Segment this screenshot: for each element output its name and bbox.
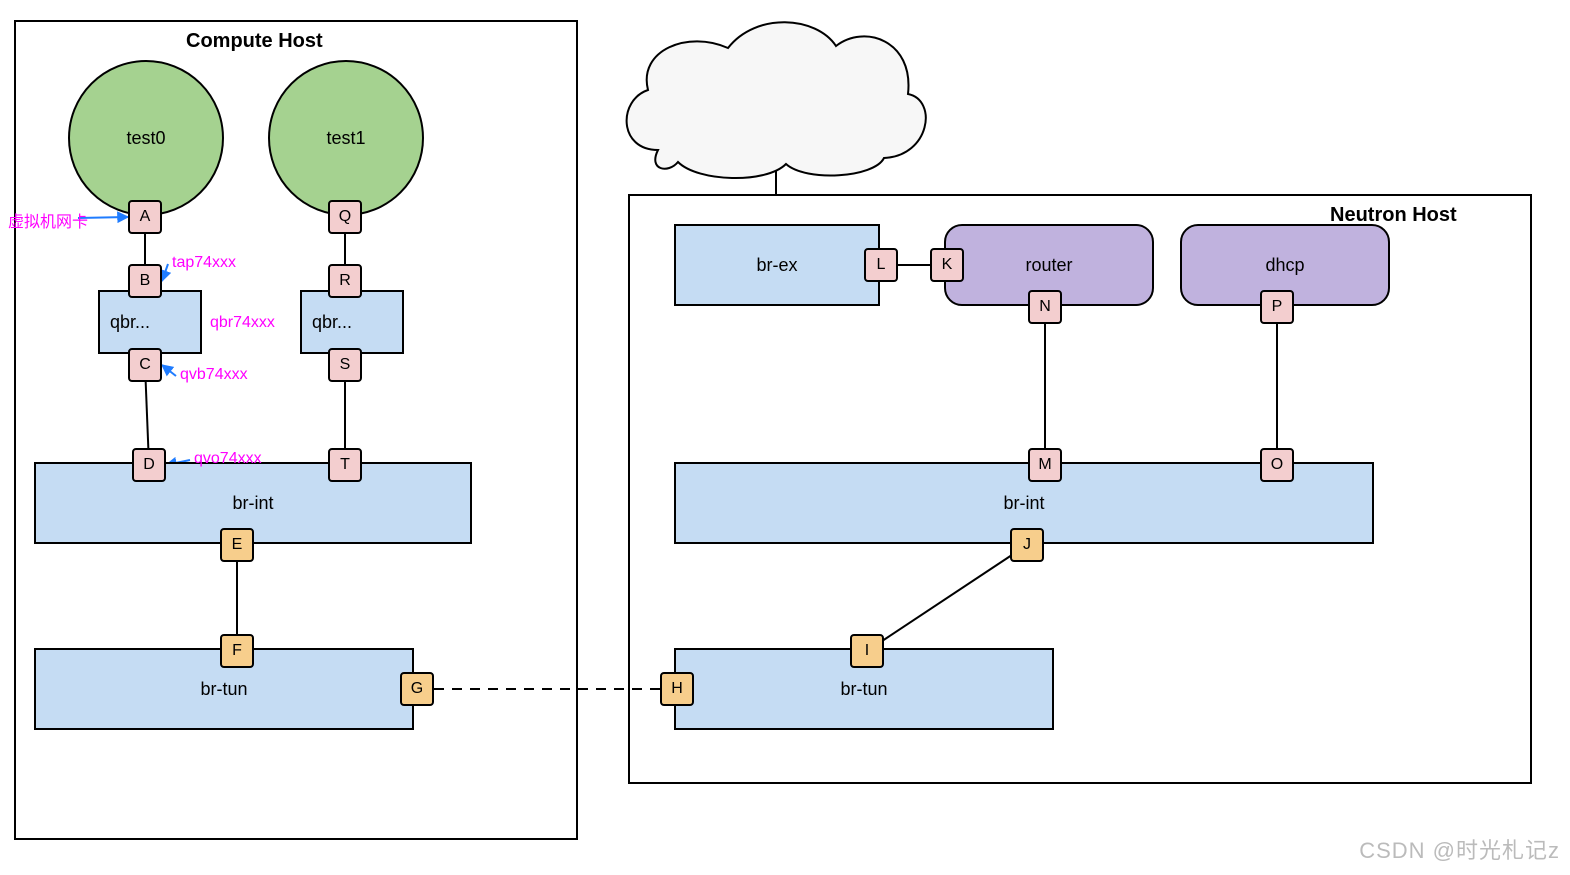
box-label-qbr1: qbr... (312, 312, 352, 333)
port-label-F: F (232, 642, 242, 660)
port-label-R: R (339, 272, 351, 290)
compute-host-title: Compute Host (186, 30, 323, 53)
port-label-J: J (1023, 536, 1031, 554)
vm-label-test0: test0 (126, 128, 165, 149)
diagram-stage: Compute HostNeutron Hosttest0test1qbr...… (0, 0, 1570, 875)
annotation-3: qvb74xxx (180, 366, 248, 384)
port-O: O (1260, 448, 1294, 482)
port-Q: Q (328, 200, 362, 234)
port-C: C (128, 348, 162, 382)
box-qbr1: qbr... (300, 290, 404, 354)
port-label-D: D (143, 456, 155, 474)
box-label-brint0: br-int (232, 493, 273, 514)
port-K: K (930, 248, 964, 282)
port-T: T (328, 448, 362, 482)
port-label-P: P (1272, 298, 1283, 316)
port-label-H: H (671, 680, 683, 698)
port-label-E: E (232, 536, 243, 554)
port-label-A: A (140, 208, 151, 226)
port-N: N (1028, 290, 1062, 324)
port-I: I (850, 634, 884, 668)
annotation-2: qbr74xxx (210, 314, 275, 332)
port-M: M (1028, 448, 1062, 482)
port-P: P (1260, 290, 1294, 324)
port-E: E (220, 528, 254, 562)
annotation-text-3: qvb74xxx (180, 366, 248, 383)
port-G: G (400, 672, 434, 706)
port-R: R (328, 264, 362, 298)
port-label-G: G (411, 680, 423, 698)
annotation-1: tap74xxx (172, 254, 236, 272)
port-A: A (128, 200, 162, 234)
box-qbr0: qbr... (98, 290, 202, 354)
port-H: H (660, 672, 694, 706)
port-label-M: M (1038, 456, 1051, 474)
box-label-router: router (1025, 255, 1072, 276)
port-label-C: C (139, 356, 151, 374)
port-label-S: S (340, 356, 351, 374)
port-J: J (1010, 528, 1044, 562)
port-S: S (328, 348, 362, 382)
watermark: CSDN @时光札记z (1359, 833, 1560, 865)
port-label-O: O (1271, 456, 1283, 474)
port-label-N: N (1039, 298, 1051, 316)
annotation-0: 虚拟机网卡 (8, 208, 88, 232)
annotation-4: qvo74xxx (194, 450, 262, 468)
annotation-text-0: 虚拟机网卡 (8, 214, 88, 231)
box-label-brint1: br-int (1003, 493, 1044, 514)
box-brex: br-ex (674, 224, 880, 306)
port-L: L (864, 248, 898, 282)
port-D: D (132, 448, 166, 482)
annotation-text-1: tap74xxx (172, 254, 236, 271)
port-B: B (128, 264, 162, 298)
box-label-brtun0: br-tun (200, 679, 247, 700)
box-label-dhcp: dhcp (1265, 255, 1304, 276)
port-F: F (220, 634, 254, 668)
vm-label-test1: test1 (326, 128, 365, 149)
port-label-B: B (140, 272, 151, 290)
port-label-K: K (942, 256, 953, 274)
box-label-qbr0: qbr... (110, 312, 150, 333)
annotation-text-4: qvo74xxx (194, 450, 262, 467)
vm-test1: test1 (268, 60, 424, 216)
annotation-text-2: qbr74xxx (210, 314, 275, 331)
port-label-I: I (865, 642, 869, 660)
box-label-brex: br-ex (756, 255, 797, 276)
vm-test0: test0 (68, 60, 224, 216)
port-label-Q: Q (339, 208, 351, 226)
box-label-brtun1: br-tun (840, 679, 887, 700)
port-label-T: T (340, 456, 350, 474)
port-label-L: L (877, 256, 886, 274)
